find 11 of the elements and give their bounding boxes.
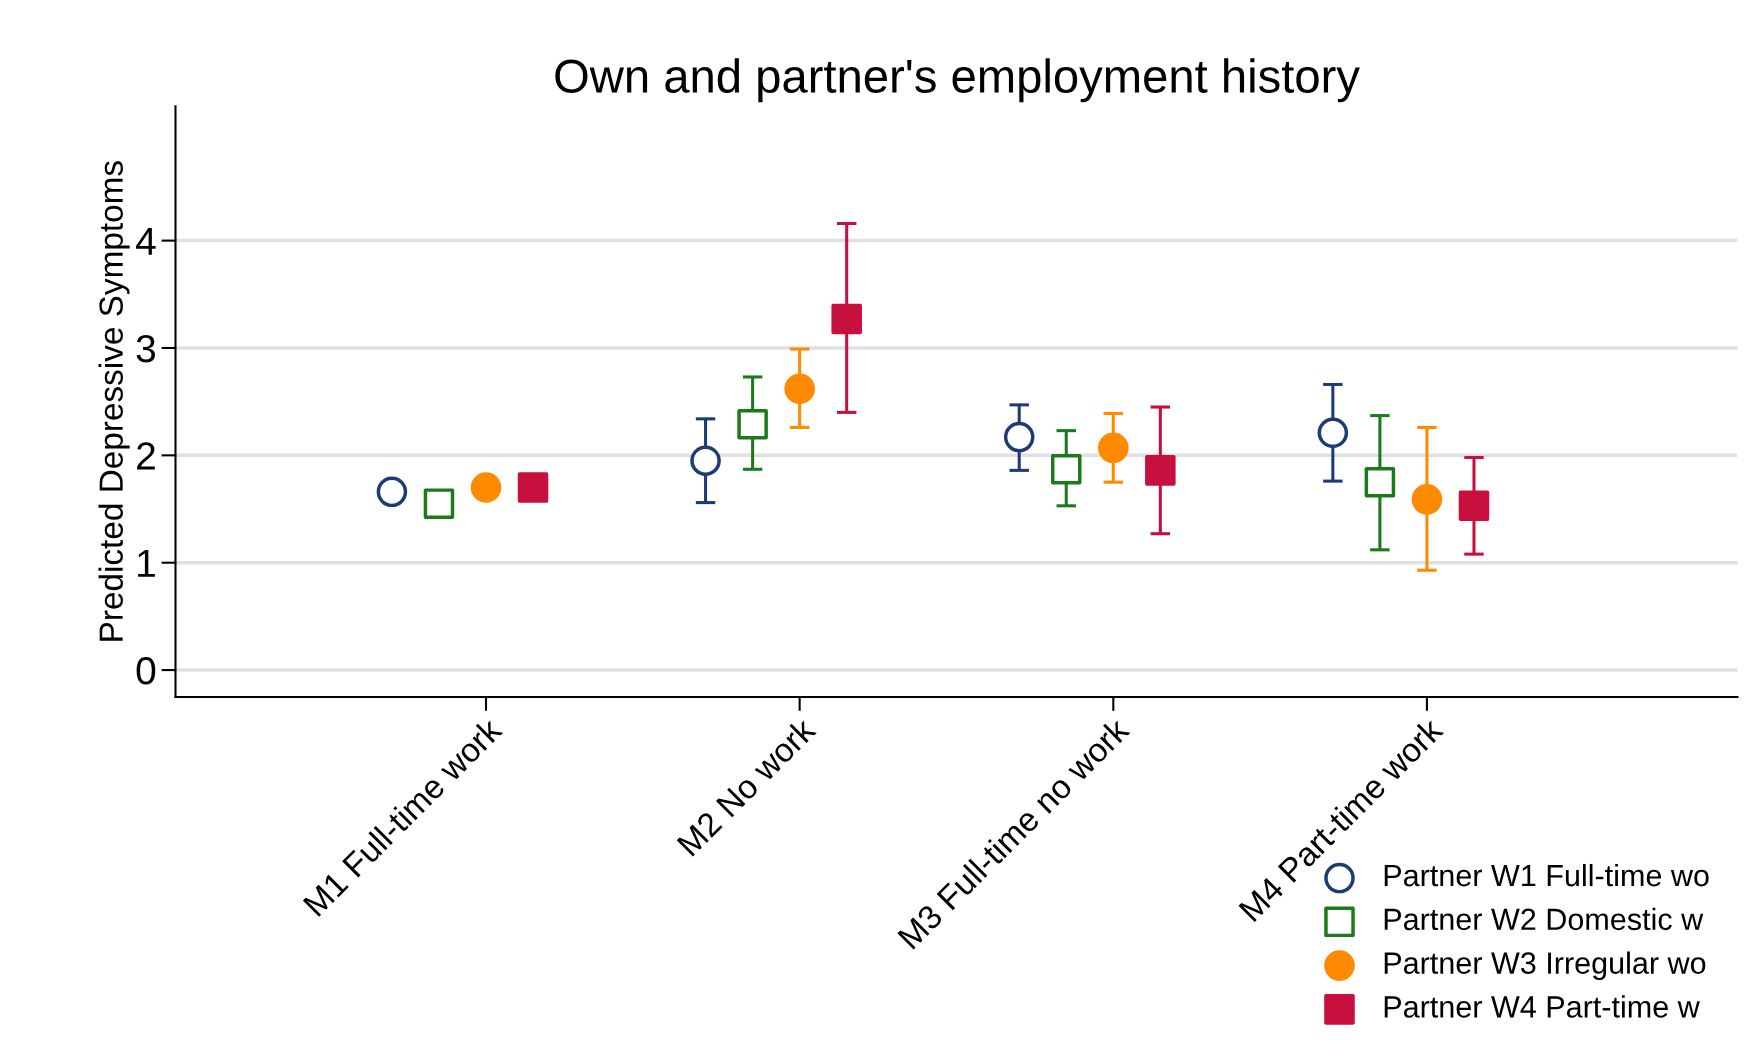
chart-title: Own and partner's employment history <box>555 58 1360 103</box>
legend-label: Partner W4 Part-time w <box>1384 995 1700 1018</box>
y-tick-label: 2 <box>137 442 155 470</box>
legend-label: Partner W3 Irregular wo <box>1384 951 1706 980</box>
y-tick-label: 3 <box>136 334 156 363</box>
y-tick-label: 0 <box>136 657 156 685</box>
legend-label: Partner W2 Domestic w <box>1384 907 1704 931</box>
legend-label: Partner W1 Full-time wo <box>1384 863 1709 887</box>
y-tick-label: 4 <box>136 227 156 255</box>
y-axis-title: Predicted Depressive Symptoms <box>98 161 130 641</box>
y-tick-label: 1 <box>138 550 155 577</box>
